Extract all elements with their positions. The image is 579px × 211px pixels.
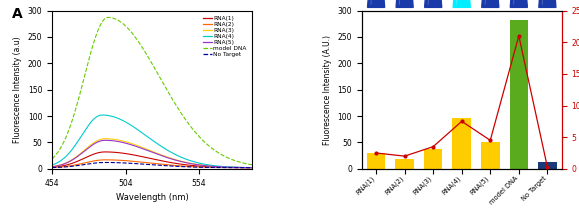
Bar xyxy=(510,20,528,169)
X-axis label: Wavelength (nm): Wavelength (nm) xyxy=(116,193,188,202)
Bar xyxy=(481,142,500,169)
Y-axis label: Fluorescence Intensity (A.U.): Fluorescence Intensity (A.U.) xyxy=(323,35,332,145)
Bar xyxy=(395,159,414,169)
Legend: RNA(1), RNA(2), RNA(3), RNA(4), RNA(5), model DNA, No Target: RNA(1), RNA(2), RNA(3), RNA(4), RNA(5), … xyxy=(200,14,249,59)
Bar xyxy=(538,162,556,169)
Text: A: A xyxy=(12,7,23,21)
Bar xyxy=(424,149,442,169)
Y-axis label: Fluorescence Intensity (a.u): Fluorescence Intensity (a.u) xyxy=(13,36,22,143)
Bar xyxy=(452,118,471,169)
Bar xyxy=(367,153,386,169)
